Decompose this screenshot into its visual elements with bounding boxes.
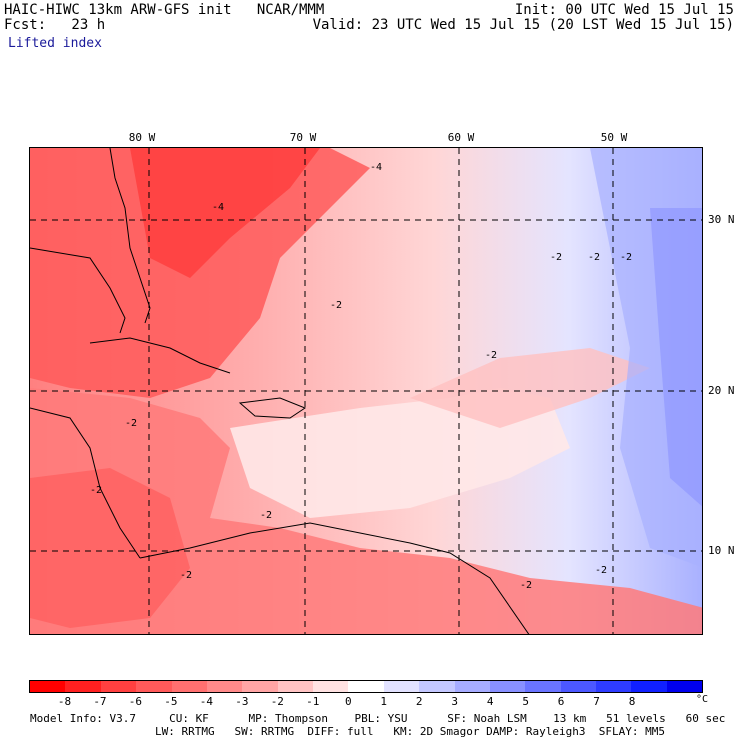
colorbar-segment — [596, 681, 632, 692]
lat-label-30n: 30 N — [708, 213, 735, 226]
us-east-coast — [109, 148, 151, 324]
colorbar-segment — [454, 681, 490, 692]
colorbar — [29, 680, 703, 693]
south-america-coast — [139, 522, 530, 634]
colorbar-tick-label: 6 — [557, 695, 565, 708]
model-info-line1: Model Info: V3.7 CU: KF MP: Thompson PBL… — [30, 712, 726, 725]
contour-label: -4 — [212, 202, 224, 213]
colorbar-segment — [136, 681, 172, 692]
coastlines — [30, 148, 530, 634]
colorbar-tick-label: 0 — [344, 695, 352, 708]
contour-label: -4 — [370, 162, 382, 173]
mid-atlantic-band — [410, 348, 650, 428]
model-info-line2: LW: RRTMG SW: RRTMG DIFF: full KM: 2D Sm… — [155, 725, 665, 738]
colorbar-tick-label: -8 — [57, 695, 72, 708]
contour-label: -2 — [330, 300, 342, 311]
stable-core — [650, 208, 702, 507]
colorbar-tick-label: 2 — [415, 695, 423, 708]
colorbar-segment — [100, 681, 137, 692]
gulf-coast — [30, 247, 126, 334]
lifted-index-map[interactable]: -4 -4 -2 -2 -2 -2 -2 -2 -2 -2 -2 -2 -2 — [29, 147, 703, 635]
colorbar-segment — [666, 681, 703, 692]
map-canvas: -4 -4 -2 -2 -2 -2 -2 -2 -2 -2 -2 -2 -2 — [30, 148, 702, 634]
colorbar-tick-label: -1 — [306, 695, 320, 708]
colorbar-tick-label: -3 — [235, 695, 249, 708]
colorbar-tick-label: -6 — [128, 695, 143, 708]
strong-instability-region — [30, 148, 370, 398]
contour-label: -2 — [550, 252, 562, 263]
contour-label: -2 — [520, 580, 532, 591]
colorbar-segment — [489, 681, 526, 692]
lon-label-80w: 80 W — [128, 131, 156, 144]
plot-title: HAIC-HIWC 13km ARW-GFS init NCAR/MMM — [4, 2, 325, 18]
field-name: Lifted index — [8, 36, 102, 51]
lat-label-20n: 20 N — [708, 384, 735, 397]
contour-label: -2 — [620, 252, 632, 263]
colorbar-segment — [383, 681, 420, 692]
contour-labels: -4 -4 -2 -2 -2 -2 -2 -2 -2 -2 -2 -2 -2 — [90, 162, 632, 591]
hispaniola-coast — [238, 397, 307, 419]
colorbar-segment — [277, 681, 313, 692]
colorbar-tick-label: 5 — [522, 695, 529, 708]
colorbar-segment — [30, 681, 66, 692]
forecast-hour: Fcst: 23 h — [4, 17, 106, 33]
colorbar-tick-label: -7 — [93, 695, 107, 708]
colorbar-segment — [348, 681, 384, 692]
colorbar-segment — [206, 681, 243, 692]
graticule — [30, 148, 702, 634]
lat-label-10n: 10 N — [708, 544, 735, 557]
colorbar-tick-label: -5 — [164, 695, 178, 708]
colorbar-tick-label: 7 — [593, 695, 600, 708]
colorbar-segment — [419, 681, 455, 692]
strong-instability-core — [130, 148, 320, 278]
colorbar-tick-label: 3 — [451, 695, 458, 708]
colorbar-tick-label: 4 — [486, 695, 494, 708]
colorbar-tick-label: 8 — [628, 695, 636, 708]
contour-label: -2 — [90, 485, 102, 496]
southern-instability-region — [30, 388, 702, 634]
central-america-coast — [30, 407, 141, 559]
colorbar-tick-label: 1 — [380, 695, 388, 708]
colorbar-segment — [525, 681, 561, 692]
colorbar-segment — [560, 681, 596, 692]
cuba-coast — [89, 337, 231, 374]
lon-label-50w: 50 W — [600, 131, 628, 144]
contour-label: -2 — [180, 570, 192, 581]
colorbar-tick-label: -2 — [270, 695, 284, 708]
init-time: Init: 00 UTC Wed 15 Jul 15 — [514, 2, 734, 18]
colorbar-tick-label: -4 — [199, 695, 213, 708]
contour-label: -2 — [125, 418, 137, 429]
valid-time: Valid: 23 UTC Wed 15 Jul 15 (20 LST Wed … — [312, 17, 734, 33]
lon-label-70w: 70 W — [289, 131, 317, 144]
colorbar-segment — [242, 681, 278, 692]
colorbar-segment — [313, 681, 349, 692]
colorbar-segment — [65, 681, 101, 692]
colorbar-unit: °C — [696, 694, 709, 705]
contour-label: -2 — [595, 565, 607, 576]
contour-label: -2 — [485, 350, 497, 361]
central-america-region — [30, 468, 190, 628]
contour-label: -2 — [588, 252, 600, 263]
contour-label: -2 — [260, 510, 272, 521]
colorbar-segment — [171, 681, 207, 692]
lon-label-60w: 60 W — [447, 131, 475, 144]
colorbar-segment — [631, 681, 667, 692]
